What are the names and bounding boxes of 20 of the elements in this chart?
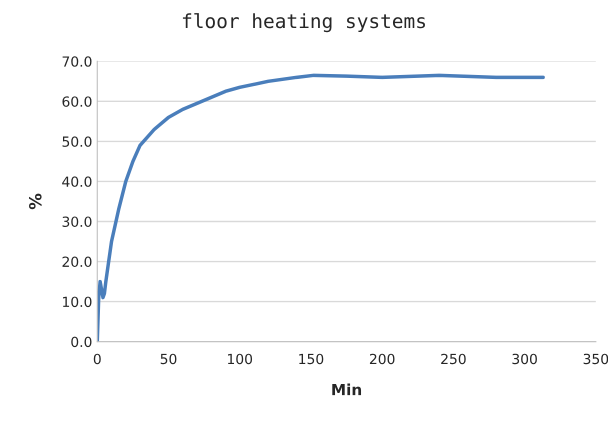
y-tick-label: 0.0 — [71, 336, 92, 348]
y-tick-label: 10.0 — [63, 296, 92, 308]
x-tick-label: 300 — [512, 354, 537, 364]
x-tick-label: 250 — [441, 354, 466, 364]
x-tick-label: 0 — [94, 354, 101, 364]
x-tick-label: 350 — [584, 354, 608, 364]
y-tick-label: 60.0 — [62, 96, 92, 107]
line-series — [97, 74, 545, 342]
y-tick-label: 70.0 — [62, 56, 92, 67]
y-axis-title: % — [28, 194, 42, 210]
y-tick-label: 30.0 — [62, 216, 92, 227]
y-tick-label: 50.0 — [62, 136, 92, 147]
x-tick-label: 200 — [370, 354, 395, 364]
x-tick-label: 50 — [160, 354, 176, 364]
x-tick-label: 100 — [228, 354, 252, 364]
y-tick-label: 40.0 — [62, 176, 92, 187]
x-axis-title: Min — [332, 384, 362, 396]
chart-title: floor heating systems — [182, 13, 425, 32]
x-tick-label: 150 — [299, 354, 324, 364]
y-tick-label: 20.0 — [62, 256, 92, 268]
